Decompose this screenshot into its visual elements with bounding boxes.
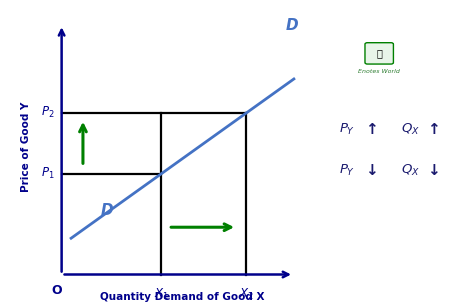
Text: ↓: ↓: [365, 163, 378, 178]
Text: ↑: ↑: [427, 122, 439, 137]
Text: D: D: [100, 203, 113, 218]
Text: $X_2$: $X_2$: [239, 287, 254, 302]
Text: $P_Y$: $P_Y$: [339, 122, 355, 137]
FancyBboxPatch shape: [365, 43, 393, 64]
Text: $Q_X$: $Q_X$: [401, 122, 419, 137]
Text: ↑: ↑: [365, 122, 378, 137]
Text: O: O: [52, 284, 62, 297]
Text: 📖: 📖: [376, 48, 382, 58]
Text: Enotes World: Enotes World: [358, 69, 400, 74]
Text: $P_Y$: $P_Y$: [339, 163, 355, 178]
Text: Quantity Demand of Good X: Quantity Demand of Good X: [100, 292, 265, 302]
Text: ↓: ↓: [427, 163, 439, 178]
Text: Price of Good Y: Price of Good Y: [21, 101, 31, 192]
Text: $P_2$: $P_2$: [41, 105, 55, 120]
Text: D: D: [285, 18, 298, 34]
Text: $Q_X$: $Q_X$: [401, 163, 419, 178]
Text: $X_1$: $X_1$: [154, 287, 169, 302]
Text: $P_1$: $P_1$: [41, 166, 55, 181]
